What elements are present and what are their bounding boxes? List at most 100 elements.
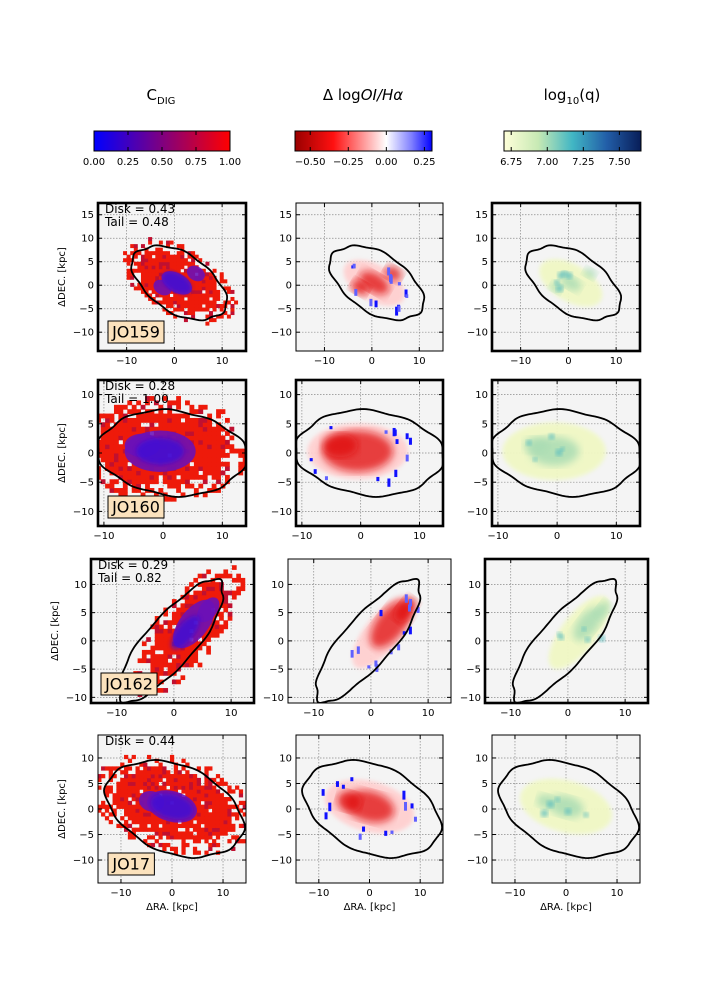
map-pixel <box>122 461 128 467</box>
x-tick-label: 0 <box>368 708 374 719</box>
map-pixel <box>143 827 148 832</box>
map-pixel <box>224 444 230 450</box>
map-pixel <box>100 422 106 428</box>
map-pixel <box>205 282 210 287</box>
map-pixel <box>211 439 217 445</box>
map-pixel <box>166 293 171 298</box>
map-pixel <box>101 800 106 806</box>
map-pixel <box>109 453 115 458</box>
map-pixel <box>162 396 168 401</box>
map-pixel <box>162 254 167 259</box>
map-pixel <box>177 781 182 786</box>
y-tick-label: 0 <box>286 281 292 292</box>
map-pixel <box>211 466 217 471</box>
map-pixel <box>100 479 106 485</box>
map-pixel <box>180 675 186 681</box>
y-tick-label: −10 <box>73 856 94 867</box>
map-pixel <box>146 835 152 840</box>
map-pixel <box>191 314 196 319</box>
map-region <box>336 791 362 812</box>
map-pixel <box>223 279 228 284</box>
map-pixel <box>151 286 156 291</box>
map-pixel <box>135 812 140 817</box>
map-pixel <box>131 789 136 794</box>
map-pixel <box>123 258 128 263</box>
map-pixel <box>176 658 181 664</box>
map-pixel <box>185 770 190 775</box>
map-pixel <box>208 804 213 809</box>
map-pixel <box>227 819 232 825</box>
map-pixel <box>212 282 217 287</box>
map-pixel <box>212 797 217 802</box>
map-pixel <box>150 766 156 771</box>
map-pixel <box>194 304 199 308</box>
map-pixel <box>113 444 119 450</box>
map-pixel <box>231 823 236 829</box>
map-pixel <box>198 426 204 432</box>
map-pixel <box>183 311 188 316</box>
map-pixel <box>124 766 129 771</box>
map-pixel <box>384 430 388 434</box>
map-pixel <box>171 679 177 685</box>
map-pixel <box>148 258 153 263</box>
map-pixel <box>153 470 159 476</box>
map-pixel <box>131 422 137 428</box>
map-pixel <box>176 654 181 659</box>
stat-annotation: Tail = 0.82 <box>97 571 162 585</box>
map-pixel <box>193 466 199 471</box>
map-pixel <box>100 453 106 458</box>
map-pixel <box>154 662 160 668</box>
map-pixel <box>200 785 205 790</box>
map-pixel <box>192 797 198 802</box>
map-pixel <box>198 448 204 454</box>
y-tick-label: 5 <box>286 419 292 430</box>
y-axis-label: ΔDEC. [kpc] <box>57 423 68 483</box>
map-pixel <box>402 631 406 635</box>
map-pixel <box>238 808 244 813</box>
map-pixel <box>166 819 171 825</box>
map-pixel <box>140 479 146 485</box>
map-pixel <box>130 244 135 249</box>
map-pixel <box>189 649 194 655</box>
map-pixel <box>201 282 206 287</box>
map-pixel <box>193 448 199 454</box>
map-pixel <box>235 816 240 821</box>
map-pixel <box>214 624 220 630</box>
map-pixel <box>192 785 198 790</box>
map-pixel <box>189 404 195 410</box>
axes-frame <box>287 558 452 704</box>
map-pixel <box>194 296 199 301</box>
map-pixel <box>176 413 181 419</box>
map-pixel <box>150 777 156 783</box>
map-pixel <box>120 800 125 806</box>
map-pixel <box>108 785 113 790</box>
map-pixel <box>127 766 133 771</box>
map-pixel <box>219 599 224 604</box>
map-pixel <box>146 781 152 786</box>
map-pixel <box>124 793 129 798</box>
map-pixel <box>154 641 160 647</box>
map-pixel <box>198 307 203 312</box>
map-pixel <box>78 457 83 462</box>
map-pixel <box>131 488 137 493</box>
map-pixel <box>98 453 102 458</box>
map-pixel <box>146 842 152 848</box>
map-pixel <box>98 417 102 423</box>
map-pixel <box>133 261 138 266</box>
map-pixel <box>105 422 110 428</box>
map-pixel <box>98 774 102 779</box>
map-pixel <box>166 823 171 829</box>
map-pixel <box>184 654 190 659</box>
map-pixel <box>122 466 128 471</box>
map-pixel <box>224 461 230 467</box>
x-tick-label: 10 <box>619 708 632 719</box>
map-pixel <box>215 804 221 809</box>
map-pixel <box>226 300 231 305</box>
map-pixel <box>162 300 167 305</box>
map-pixel <box>223 573 229 579</box>
map-pixel <box>158 766 163 771</box>
map-pixel <box>116 823 121 829</box>
map-pixel <box>198 439 204 445</box>
map-pixel <box>166 244 171 249</box>
